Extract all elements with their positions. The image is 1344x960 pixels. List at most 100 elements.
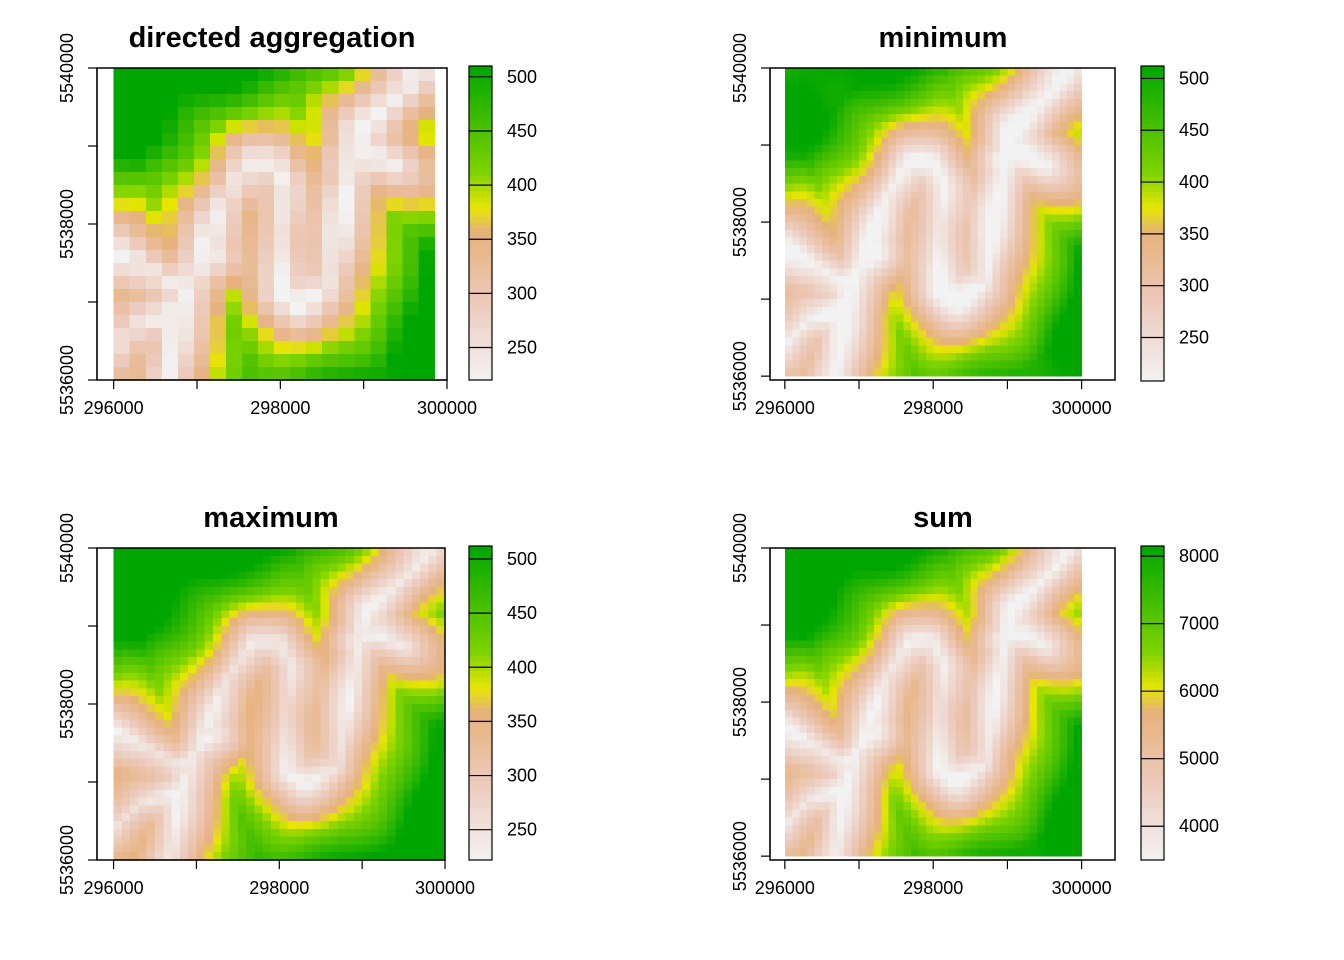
- raster-cell: [888, 632, 897, 642]
- raster-cell: [418, 198, 436, 212]
- raster-cell: [851, 548, 860, 557]
- raster-cell: [262, 813, 272, 822]
- raster-cell: [345, 750, 355, 760]
- raster-cell: [1029, 152, 1038, 162]
- raster-cell: [821, 299, 830, 308]
- raster-cell: [155, 548, 164, 557]
- raster-cell: [254, 813, 264, 822]
- raster-cell: [370, 610, 380, 619]
- raster-cell: [1051, 214, 1060, 223]
- raster-cell: [1037, 114, 1046, 123]
- raster-cell: [829, 732, 838, 742]
- raster-cell: [821, 717, 830, 726]
- raster-cell: [1074, 191, 1083, 200]
- raster-cell: [925, 299, 934, 308]
- raster-cell: [940, 632, 949, 642]
- raster-cell: [933, 360, 942, 370]
- raster-cell: [866, 578, 875, 588]
- raster-cell: [254, 688, 264, 697]
- raster-cell: [933, 268, 942, 277]
- raster-cell: [948, 732, 957, 742]
- raster-cell: [279, 696, 289, 705]
- raster-cell: [1037, 322, 1046, 331]
- raster-cell: [213, 735, 222, 744]
- raster-cell: [836, 306, 845, 316]
- raster-cell: [177, 341, 195, 355]
- raster-cell: [436, 844, 446, 853]
- raster-cell: [428, 844, 438, 853]
- raster-cell: [1000, 299, 1009, 308]
- raster-cell: [918, 260, 927, 269]
- raster-cell: [784, 291, 793, 300]
- raster-cell: [420, 633, 430, 643]
- raster-cell: [304, 852, 314, 861]
- raster-cell: [910, 601, 919, 611]
- colorbar-swatch: [469, 338, 492, 344]
- raster-cell: [933, 740, 942, 749]
- raster-cell: [821, 229, 830, 239]
- raster-cell: [1044, 168, 1053, 177]
- raster-cell: [229, 743, 239, 752]
- raster-cell: [933, 206, 942, 215]
- raster-cell: [896, 121, 905, 131]
- raster-cell: [784, 732, 793, 742]
- raster-cell: [179, 774, 189, 783]
- raster-cell: [962, 625, 971, 634]
- raster-cell: [1037, 353, 1046, 362]
- raster-cell: [146, 618, 156, 627]
- raster-cell: [873, 632, 882, 642]
- raster-cell: [254, 618, 264, 627]
- raster-cell: [378, 680, 388, 689]
- raster-cell: [279, 626, 289, 635]
- raster-cell: [254, 750, 264, 760]
- raster-cell: [1044, 206, 1053, 215]
- raster-cell: [873, 145, 882, 154]
- raster-cell: [130, 704, 140, 713]
- raster-cell: [129, 250, 147, 264]
- raster-cell: [1000, 237, 1009, 246]
- raster-cell: [955, 137, 964, 146]
- raster-cell: [784, 740, 793, 749]
- raster-cell: [784, 191, 793, 200]
- raster-cell: [322, 367, 339, 381]
- raster-cell: [242, 250, 259, 264]
- raster-cell: [138, 657, 148, 666]
- raster-cell: [395, 649, 405, 658]
- raster-cell: [910, 252, 919, 262]
- raster-cell: [836, 83, 845, 92]
- raster-cell: [948, 329, 957, 339]
- raster-cell: [196, 813, 206, 822]
- raster-cell: [896, 322, 905, 331]
- raster-cell: [287, 719, 297, 728]
- raster-cell: [896, 299, 905, 308]
- raster-cell: [306, 237, 323, 251]
- raster-cell: [859, 640, 868, 649]
- raster-cell: [395, 852, 405, 861]
- raster-cell: [262, 828, 272, 838]
- raster-cell: [1044, 114, 1053, 123]
- raster-cell: [403, 610, 413, 619]
- raster-cell: [1022, 322, 1031, 331]
- raster-cell: [859, 632, 868, 642]
- colorbar-swatch: [469, 259, 492, 266]
- raster-cell: [193, 172, 211, 186]
- raster-cell: [329, 743, 338, 752]
- raster-cell: [992, 609, 1001, 618]
- raster-cell: [138, 789, 148, 799]
- raster-cell: [345, 665, 355, 674]
- raster-cell: [807, 137, 816, 146]
- raster-cell: [254, 805, 264, 814]
- raster-cell: [814, 732, 823, 742]
- raster-cell: [962, 353, 971, 362]
- raster-cell: [322, 146, 339, 160]
- raster-cell: [329, 657, 338, 666]
- raster-cell: [306, 81, 323, 95]
- raster-cell: [237, 735, 247, 744]
- raster-cell: [179, 680, 189, 689]
- raster-cell: [821, 283, 830, 292]
- raster-cell: [873, 732, 882, 742]
- raster-cell: [851, 121, 860, 131]
- raster-cell: [814, 671, 823, 680]
- raster-cell: [896, 632, 905, 642]
- raster-cell: [395, 602, 405, 611]
